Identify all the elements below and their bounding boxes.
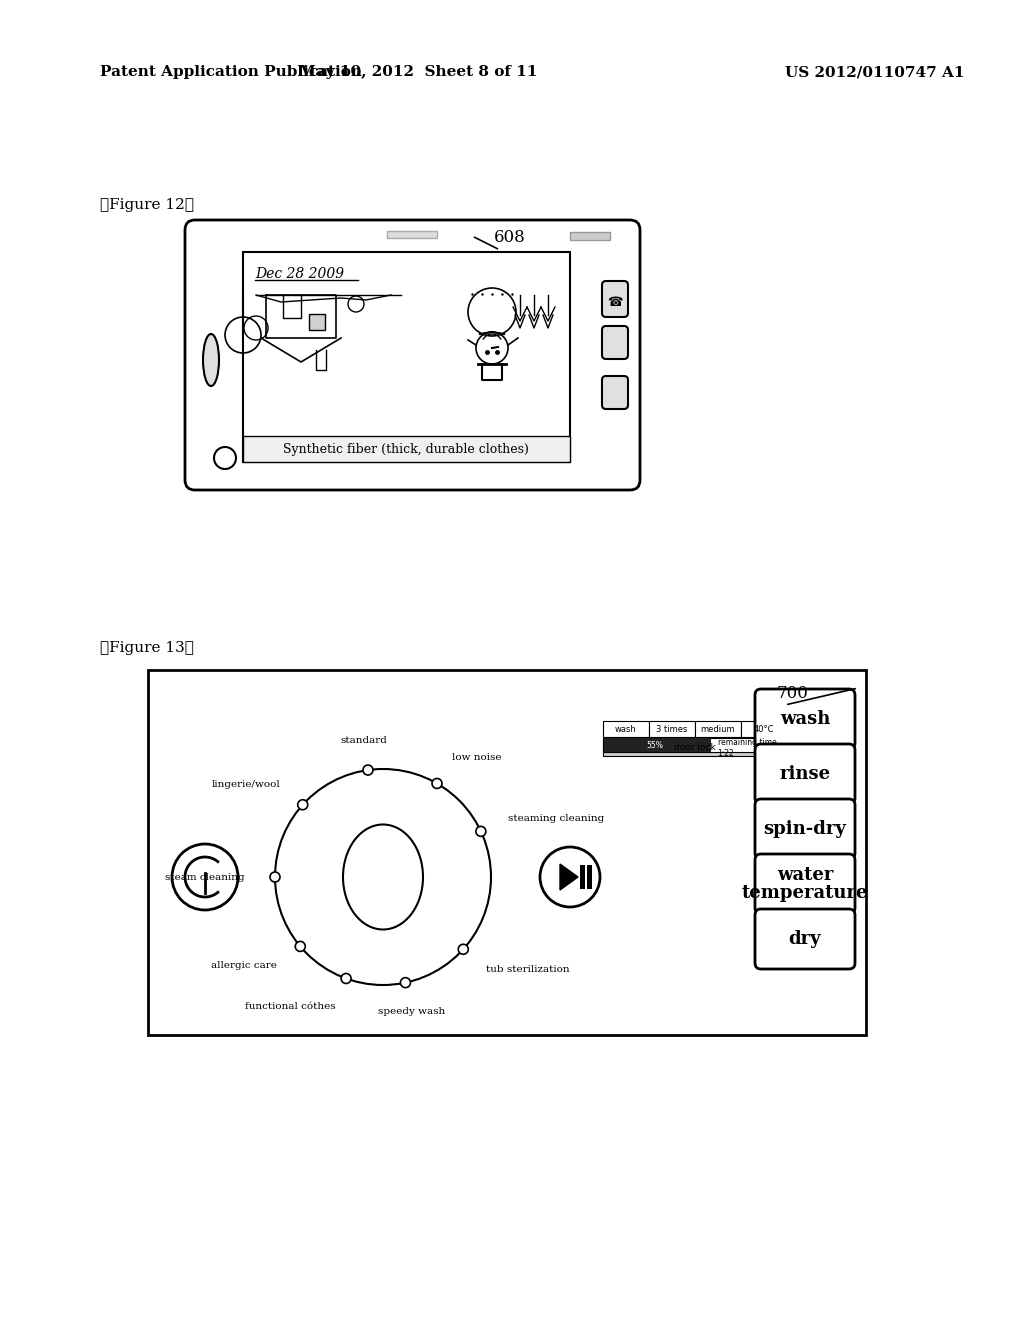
- Circle shape: [540, 847, 600, 907]
- FancyBboxPatch shape: [185, 220, 640, 490]
- Bar: [603, 721, 649, 737]
- Circle shape: [295, 941, 305, 952]
- Text: wash: wash: [780, 710, 830, 729]
- FancyBboxPatch shape: [755, 689, 855, 748]
- Ellipse shape: [203, 334, 219, 385]
- Text: spin-dry: spin-dry: [764, 820, 847, 838]
- Text: May 10, 2012  Sheet 8 of 11: May 10, 2012 Sheet 8 of 11: [299, 65, 538, 79]
- Text: medium: medium: [700, 725, 735, 734]
- Bar: [243, 252, 570, 462]
- Bar: [387, 231, 437, 238]
- Text: low noise: low noise: [452, 752, 502, 762]
- Polygon shape: [560, 865, 578, 890]
- Text: 3 times: 3 times: [656, 725, 688, 734]
- FancyBboxPatch shape: [755, 854, 855, 913]
- Circle shape: [270, 873, 280, 882]
- Circle shape: [298, 800, 308, 809]
- Text: standard: standard: [340, 735, 387, 744]
- Text: dry: dry: [788, 931, 821, 948]
- Text: water
temperature: water temperature: [741, 866, 868, 902]
- FancyBboxPatch shape: [755, 909, 855, 969]
- Circle shape: [362, 766, 373, 775]
- Text: functional cóthes: functional cóthes: [245, 1002, 336, 1011]
- Bar: [649, 721, 695, 737]
- Circle shape: [172, 843, 238, 909]
- Text: Dec 28 2009: Dec 28 2009: [255, 267, 344, 281]
- Bar: [603, 738, 788, 752]
- Text: steaming cleaning: steaming cleaning: [508, 814, 604, 824]
- Text: remaining time
1:22: remaining time 1:22: [718, 738, 776, 758]
- Circle shape: [341, 973, 351, 983]
- FancyBboxPatch shape: [602, 326, 628, 359]
- Text: 608: 608: [495, 230, 526, 247]
- Bar: [603, 741, 788, 756]
- Text: Patent Application Publication: Patent Application Publication: [100, 65, 362, 79]
- Text: 【Figure 13】: 【Figure 13】: [100, 642, 194, 655]
- Text: 700: 700: [777, 685, 809, 701]
- Circle shape: [400, 978, 411, 987]
- Text: 【Figure 12】: 【Figure 12】: [100, 198, 194, 213]
- Bar: [580, 865, 585, 888]
- FancyBboxPatch shape: [755, 799, 855, 859]
- Bar: [587, 865, 592, 888]
- Text: door lock: door lock: [674, 743, 716, 752]
- Text: tub sterilization: tub sterilization: [485, 965, 569, 974]
- Circle shape: [459, 944, 468, 954]
- Text: speedy wash: speedy wash: [378, 1007, 445, 1016]
- Text: lingerie/wool: lingerie/wool: [212, 780, 281, 789]
- Circle shape: [476, 826, 485, 837]
- Bar: [604, 738, 711, 752]
- FancyBboxPatch shape: [755, 744, 855, 804]
- Circle shape: [432, 779, 442, 788]
- Bar: [570, 232, 610, 240]
- Text: allergic care: allergic care: [211, 961, 278, 970]
- Bar: [695, 721, 741, 737]
- Bar: [309, 314, 325, 330]
- Text: Synthetic fiber (thick, durable clothes): Synthetic fiber (thick, durable clothes): [283, 442, 529, 455]
- Text: 40°C: 40°C: [754, 725, 774, 734]
- Text: ☎: ☎: [607, 296, 623, 309]
- FancyBboxPatch shape: [602, 376, 628, 409]
- Ellipse shape: [343, 825, 423, 929]
- Bar: [741, 721, 787, 737]
- Text: rinse: rinse: [779, 766, 830, 783]
- Text: steam cleaning: steam cleaning: [165, 873, 245, 882]
- Bar: [148, 671, 866, 1035]
- FancyBboxPatch shape: [602, 281, 628, 317]
- Text: 55%: 55%: [646, 741, 664, 750]
- Text: US 2012/0110747 A1: US 2012/0110747 A1: [785, 65, 965, 79]
- Circle shape: [214, 447, 236, 469]
- Text: wash: wash: [615, 725, 637, 734]
- Bar: [243, 436, 570, 462]
